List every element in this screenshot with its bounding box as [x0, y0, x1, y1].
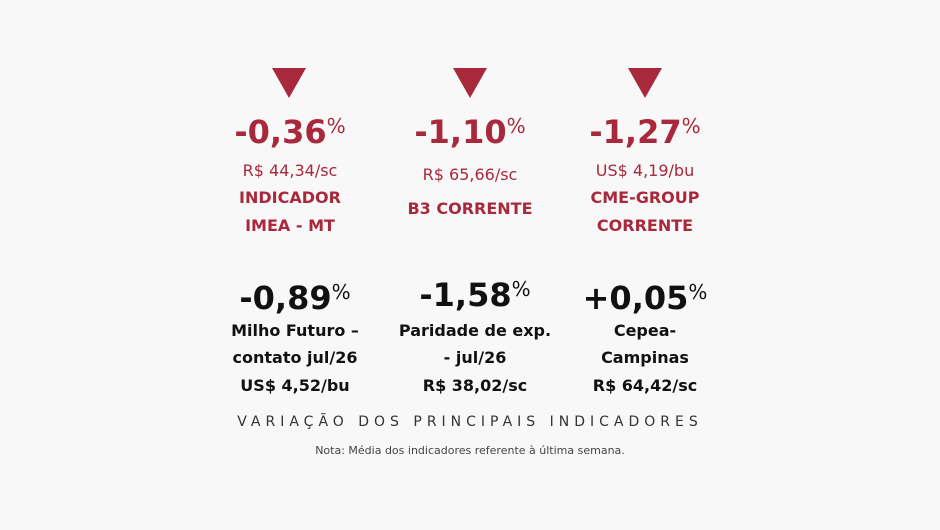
indicator-price: US$ 4,19/bu	[595, 161, 695, 180]
change-value: -1,10	[414, 113, 507, 151]
indicator-price: R$ 64,42/sc	[592, 376, 698, 395]
section-heading: VARIAÇÃO DOS PRINCIPAIS INDICADORES	[237, 414, 703, 430]
indicator-cepea-campinas: +0,05% Cepea- Campinas R$ 64,42/sc	[550, 270, 740, 405]
indicator-label-line: B3 CORRENTE	[407, 199, 533, 218]
down-triangle-icon	[453, 68, 487, 98]
indicator-change: -0,89%	[200, 278, 390, 318]
percent-sign: %	[326, 114, 346, 138]
indicator-imea-mt: -0,36% R$ 44,34/sc INDICADOR IMEA - MT	[200, 64, 380, 244]
indicator-change: -0,36%	[200, 112, 380, 152]
indicator-milho-futuro: -0,89% Milho Futuro – contato jul/26 US$…	[200, 270, 390, 405]
indicator-label-line: Cepea-	[613, 321, 677, 340]
indicator-change: -1,27%	[555, 112, 735, 152]
footnote: Nota: Média dos indicadores referente à …	[315, 444, 625, 457]
indicator-b3-corrente: -1,10% R$ 65,66/sc B3 CORRENTE	[380, 64, 560, 244]
change-value: -0,36	[234, 113, 327, 151]
change-value: +0,05	[582, 279, 689, 317]
percent-sign: %	[331, 280, 351, 304]
down-triangle-icon	[272, 68, 306, 98]
indicator-label-line: Milho Futuro –	[231, 321, 359, 340]
indicator-price: R$ 44,34/sc	[242, 161, 338, 180]
indicator-label-line: CORRENTE	[596, 216, 694, 235]
percent-sign: %	[506, 114, 526, 138]
indicator-change: -1,10%	[380, 112, 560, 152]
indicator-label-line: Paridade de exp.	[398, 321, 552, 340]
indicator-price: US$ 4,52/bu	[240, 376, 350, 395]
change-value: -1,27	[589, 113, 682, 151]
indicator-change: -1,58%	[380, 275, 570, 315]
indicator-price: R$ 38,02/sc	[422, 376, 528, 395]
down-triangle-icon	[628, 68, 662, 98]
indicator-label-line: - jul/26	[443, 348, 507, 367]
indicator-label-line: Campinas	[601, 348, 689, 367]
indicator-label-line: contato jul/26	[232, 348, 358, 367]
indicator-change: +0,05%	[550, 278, 740, 318]
indicator-price: R$ 65,66/sc	[422, 165, 518, 184]
indicator-label-line: IMEA - MT	[245, 216, 335, 235]
percent-sign: %	[688, 280, 708, 304]
indicator-cme-group: -1,27% US$ 4,19/bu CME-GROUP CORRENTE	[555, 64, 735, 244]
percent-sign: %	[511, 277, 531, 301]
indicator-paridade-exp: -1,58% Paridade de exp. - jul/26 R$ 38,0…	[380, 270, 570, 405]
indicator-label-line: INDICADOR	[239, 188, 341, 207]
percent-sign: %	[681, 114, 701, 138]
indicator-label-line: CME-GROUP	[590, 188, 700, 207]
change-value: -0,89	[239, 279, 332, 317]
change-value: -1,58	[419, 276, 512, 314]
